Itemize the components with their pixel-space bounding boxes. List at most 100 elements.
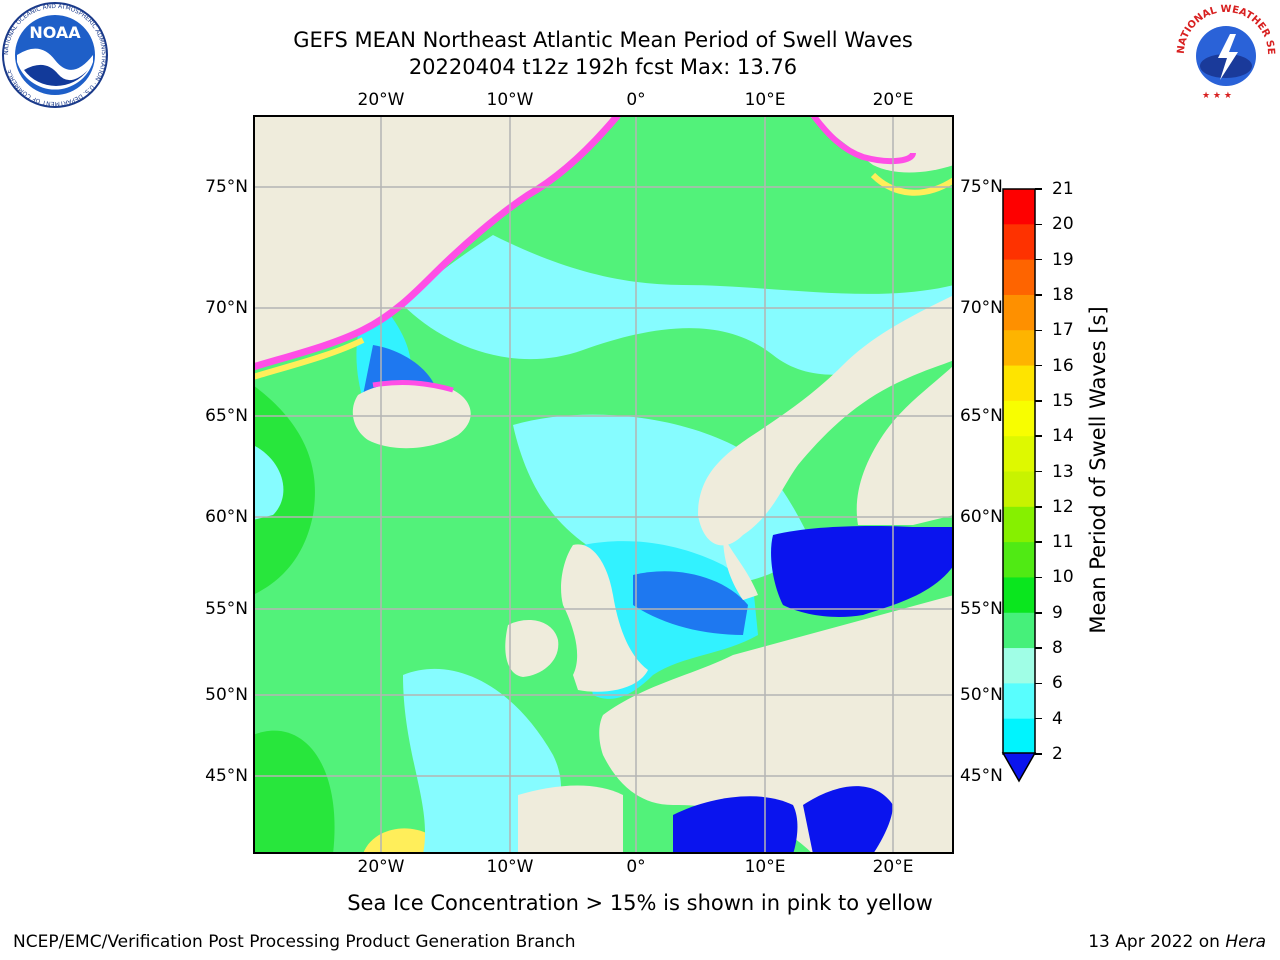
- colorbar-band: [1003, 612, 1035, 649]
- lon-label-top: 10°E: [744, 90, 786, 110]
- graticule: [253, 115, 954, 854]
- lat-label-left: 75°N: [205, 177, 248, 197]
- colorbar-band: [1003, 400, 1035, 437]
- colorbar-tick-label: 20: [1052, 214, 1074, 235]
- lat-label-right: 55°N: [960, 599, 1003, 619]
- colorbar-tick-mark: [1035, 258, 1042, 261]
- colorbar-extend-arrow: [1001, 752, 1037, 783]
- lat-label-left: 50°N: [205, 685, 248, 705]
- lat-label-left: 65°N: [205, 406, 248, 426]
- lat-label-left: 60°N: [205, 507, 248, 527]
- sea-ice-edge-iceland: [372, 380, 454, 393]
- lat-label-right: 65°N: [960, 406, 1003, 426]
- colorbar-band: [1003, 648, 1035, 684]
- swell-blue-north-sea: [633, 571, 748, 635]
- footer-machine: Hera: [1225, 932, 1266, 952]
- lat-label-left: 45°N: [205, 766, 248, 786]
- colorbar: [1001, 188, 1037, 783]
- land-denmark: [723, 535, 758, 600]
- land-iberia: [518, 785, 623, 854]
- footer-date: 13 Apr 2022 on Hera: [1088, 932, 1266, 952]
- land-sweden-finland: [856, 365, 954, 525]
- land-greenland: [253, 115, 613, 365]
- colorbar-band: [1003, 577, 1035, 614]
- colorbar-tick-label: 17: [1052, 320, 1074, 341]
- colorbar-band: [1003, 542, 1035, 578]
- colorbar-tick-label: 13: [1052, 461, 1074, 482]
- lat-label-left: 55°N: [205, 599, 248, 619]
- colorbar-tick-label: 16: [1052, 355, 1074, 376]
- colorbar-band: [1003, 471, 1035, 508]
- colorbar-tick-label: 12: [1052, 496, 1074, 517]
- colorbar-tick-label: 14: [1052, 426, 1074, 447]
- colorbar-band: [1003, 506, 1035, 543]
- swell-deepblue-mediterranean: [673, 796, 798, 854]
- colorbar-tick-mark: [1035, 470, 1042, 473]
- noaa-logo: NATIONAL OCEANIC AND ATMOSPHERIC ADMINIS…: [2, 2, 108, 108]
- colorbar-band: [1003, 683, 1035, 720]
- swell-green-dark-1: [253, 385, 315, 595]
- chart-title: GEFS MEAN Northeast Atlantic Mean Period…: [293, 28, 913, 52]
- swell-deepblue-baltic: [771, 525, 954, 617]
- colorbar-tick-mark: [1035, 364, 1042, 367]
- sea-ice-edge-svalbard: [810, 115, 916, 165]
- colorbar-tick-label: 15: [1052, 390, 1074, 411]
- colorbar-tick-label: 19: [1052, 249, 1074, 270]
- colorbar-tick-mark: [1035, 576, 1042, 579]
- colorbar-band: [1003, 330, 1035, 367]
- colorbar-tick-label: 21: [1052, 179, 1074, 199]
- lat-label-right: 50°N: [960, 685, 1003, 705]
- lon-label-bottom: 0°: [626, 857, 646, 877]
- colorbar-tick-mark: [1035, 435, 1042, 437]
- colorbar-band: [1003, 718, 1035, 755]
- land-great-britain: [561, 544, 648, 692]
- colorbar-band: [1003, 436, 1035, 472]
- land-norway: [698, 295, 954, 546]
- lon-label-top: 0°: [626, 90, 646, 110]
- colorbar-tick-mark: [1035, 541, 1042, 543]
- colorbar-tick-label: 2: [1052, 744, 1063, 764]
- lon-label-top: 20°W: [357, 90, 405, 110]
- colorbar-tick-mark: [1035, 223, 1042, 226]
- colorbar-tick-label: 11: [1052, 532, 1074, 553]
- colorbar-tick-mark: [1035, 753, 1042, 755]
- sea-ice-edge-denmark-strait: [253, 337, 365, 380]
- colorbar-tick-mark: [1035, 506, 1042, 508]
- colorbar-band: [1003, 365, 1035, 402]
- chart-subtitle: 20220404 t12z 192h fcst Max: 13.76: [408, 55, 798, 79]
- colorbar-band: [1003, 189, 1035, 225]
- lat-label-left: 70°N: [205, 298, 248, 318]
- colorbar-band: [1003, 224, 1035, 261]
- noaa-logo-text: NOAA: [29, 23, 81, 42]
- lon-label-bottom: 20°E: [872, 857, 914, 877]
- sea-ice-edge-barents: [870, 172, 954, 196]
- colorbar-tick-mark: [1035, 294, 1042, 296]
- land-svalbard: [808, 115, 954, 173]
- nws-logo: NATIONAL WEATHER SERVICE ★ ★ ★: [1172, 0, 1276, 104]
- colorbar-tick-mark: [1035, 188, 1042, 190]
- colorbar-tick-label: 8: [1052, 638, 1063, 659]
- lat-label-right: 45°N: [960, 766, 1003, 786]
- colorbar-tick-mark: [1035, 682, 1042, 685]
- colorbar-tick-label: 10: [1052, 567, 1074, 588]
- land-ireland: [505, 620, 559, 677]
- swell-cyan-west: [253, 445, 284, 520]
- colorbar-tick-mark: [1035, 329, 1042, 331]
- sea-ice-note-text: Sea Ice Concentration > 15% is shown in …: [347, 891, 933, 915]
- swell-green-dark-2: [253, 730, 335, 854]
- lat-label-right: 70°N: [960, 298, 1003, 318]
- footer-credit: NCEP/EMC/Verification Post Processing Pr…: [13, 932, 576, 952]
- colorbar-tick-mark: [1035, 647, 1042, 649]
- colorbar-tick-mark: [1035, 400, 1042, 402]
- footer-date-text: 13 Apr 2022 on: [1088, 932, 1226, 952]
- colorbar-bands: [1003, 189, 1035, 755]
- lon-label-top: 10°W: [486, 90, 534, 110]
- colorbar-tick-mark: [1035, 717, 1042, 720]
- swell-cyan-north: [403, 235, 954, 375]
- sea-ice-edge-greenland: [253, 115, 621, 371]
- colorbar-label: Mean Period of Swell Waves [s]: [1086, 306, 1110, 634]
- lat-label-right: 75°N: [960, 177, 1003, 197]
- map-frame: [253, 115, 954, 854]
- colorbar-band: [1003, 259, 1035, 296]
- lon-label-bottom: 10°E: [744, 857, 786, 877]
